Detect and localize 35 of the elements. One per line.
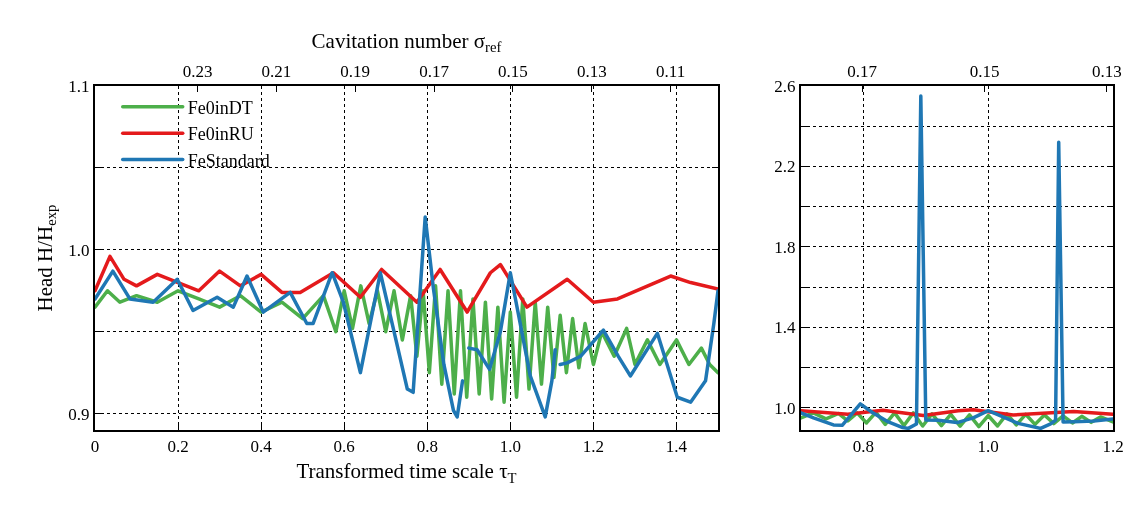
x2-tick-label: 0.15 (498, 62, 528, 82)
x-tick-label: 1.4 (665, 437, 688, 457)
x-axis-title: Transformed time scale τ$_{T}$ (296, 459, 517, 486)
x-tick-label: 0.8 (852, 437, 875, 457)
x-tick-label: 1.2 (582, 437, 605, 457)
y-tick-label: 2.6 (774, 76, 796, 96)
legend-label: FeStandard (187, 150, 270, 171)
x2-tick-label: 0.19 (340, 62, 371, 82)
y-tick-label: 1.0 (68, 240, 90, 260)
x2-tick-label: 0.17 (847, 62, 878, 82)
x-tick-label: 1.0 (977, 437, 999, 457)
x2-tick-label: 0.23 (182, 62, 213, 82)
x-tick-label: 1.2 (1102, 437, 1124, 457)
x2-tick-label: 0.21 (261, 62, 292, 82)
x-tick-label: 0.4 (250, 437, 273, 457)
x2-tick-label: 0.13 (1092, 62, 1122, 82)
x2-tick-label: 0.15 (969, 62, 1000, 82)
x-tick-label: 0.6 (333, 437, 355, 457)
x-tick-label: 0.8 (416, 437, 438, 457)
x-tick-label: 1.0 (499, 437, 521, 457)
line-series (95, 254, 718, 314)
x2-tick-label: 0.13 (576, 62, 607, 82)
legend-label: Fe0inDT (187, 97, 253, 118)
y-tick-label: 2.2 (774, 157, 796, 177)
x2-tick-label: 0.17 (419, 62, 450, 82)
y-tick-label: 0.9 (68, 404, 90, 424)
legend-label: Fe0inRU (187, 124, 254, 145)
y-tick-label: 1.1 (68, 76, 90, 96)
x-tick-label: 0.2 (167, 437, 189, 457)
y-tick-label: 1.4 (774, 318, 797, 338)
y-tick-label: 1.0 (774, 398, 796, 418)
x2-tick-label: 0.11 (656, 62, 686, 82)
x-tick-label: 0 (90, 437, 100, 457)
y-tick-label: 1.8 (774, 237, 796, 257)
x2-axis-title: Cavitation number σ$_{ref}$ (311, 28, 502, 56)
